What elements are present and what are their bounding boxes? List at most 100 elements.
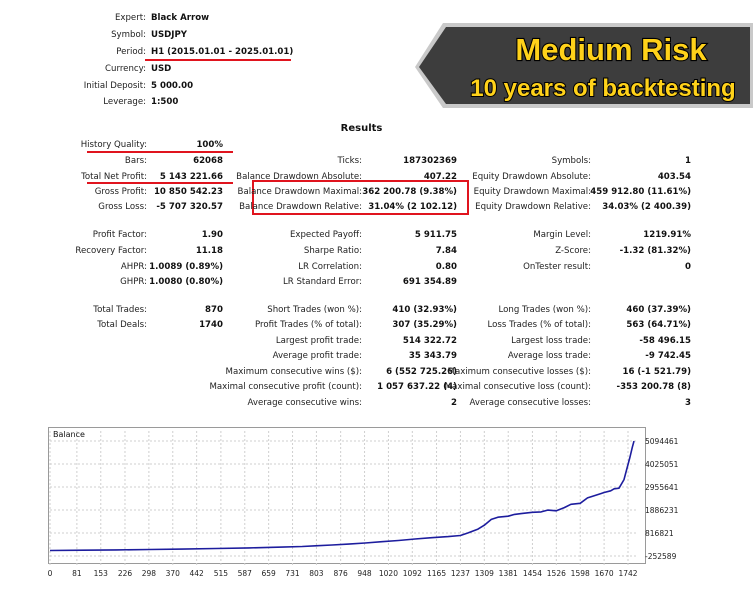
z-score-label: Z-Score:	[555, 246, 591, 256]
symbol-value: USDJPY	[151, 30, 188, 40]
x-tick-label: 515	[214, 569, 229, 578]
equity-dd-maximal-value: 459 912.80 (11.61%)	[590, 187, 691, 197]
currency-value: USD	[151, 64, 172, 74]
balance-dd-absolute-value: 407.22	[423, 172, 457, 182]
y-tick-label: 1886231	[645, 506, 679, 515]
banner-line1: Medium Risk	[515, 32, 707, 67]
x-tick-label: 1526	[547, 569, 566, 578]
sharpe-ratio-label: Sharpe Ratio:	[303, 246, 362, 256]
deposit-label: Initial Deposit:	[83, 81, 146, 91]
recovery-factor-label: Recovery Factor:	[75, 246, 147, 256]
largest-profit-value: 514 322.72	[402, 336, 457, 346]
short-trades-value: 410 (32.93%)	[392, 305, 457, 315]
max-consecutive-losses-value: 16 (-1 521.79)	[622, 367, 691, 377]
margin-level-value: 1219.91%	[643, 230, 691, 240]
symbols-value: 1	[685, 156, 691, 166]
total-trades-label: Total Trades:	[93, 305, 147, 315]
balance-dd-relative-label: Balance Drawdown Relative:	[239, 202, 362, 212]
y-tick-label: 816821	[645, 529, 674, 538]
x-tick-label: 1598	[571, 569, 590, 578]
margin-level-label: Margin Level:	[533, 230, 591, 240]
x-tick-label: 442	[189, 569, 204, 578]
x-tick-label: 153	[94, 569, 109, 578]
x-tick-label: 0	[48, 569, 53, 578]
profit-trades-value: 307 (35.29%)	[392, 320, 457, 330]
leverage-value: 1:500	[151, 97, 179, 107]
ticks-label: Ticks:	[337, 156, 362, 166]
average-consecutive-wins-label: Average consecutive wins:	[247, 398, 362, 408]
average-loss-label: Average loss trade:	[507, 351, 591, 361]
x-tick-label: 1670	[595, 569, 614, 578]
expected-payoff-label: Expected Payoff:	[289, 230, 362, 240]
balance-dd-maximal-value: 362 200.78 (9.38%)	[362, 187, 457, 197]
x-tick-label: 1020	[379, 569, 398, 578]
average-loss-value: -9 742.45	[645, 351, 691, 361]
ontester-label: OnTester result:	[523, 262, 591, 272]
balance-dd-relative-value: 31.04% (2 102.12)	[368, 202, 457, 212]
period-label: Period:	[116, 47, 146, 57]
ontester-value: 0	[685, 262, 691, 272]
max-consecutive-losses-label: Maximum consecutive losses ($):	[447, 367, 591, 377]
x-tick-label: 1454	[523, 569, 542, 578]
x-tick-label: 948	[357, 569, 372, 578]
x-tick-label: 1165	[427, 569, 446, 578]
profit-factor-label: Profit Factor:	[92, 230, 147, 240]
average-consecutive-losses-label: Average consecutive losses:	[469, 398, 591, 408]
y-tick-label: 4025051	[645, 460, 679, 469]
medium-risk-banner: Medium Risk 10 years of backtesting	[415, 23, 753, 108]
balance-dd-maximal-label: Balance Drawdown Maximal:	[237, 187, 362, 197]
average-profit-label: Average profit trade:	[272, 351, 362, 361]
largest-loss-value: -58 496.15	[639, 336, 691, 346]
maximal-consecutive-loss-value: -353 200.78 (8)	[616, 382, 692, 392]
history-quality-value: 100%	[196, 140, 223, 150]
ghpr-value: 1.0080 (0.80%)	[149, 277, 223, 287]
total-deals-value: 1740	[199, 320, 223, 330]
x-tick-label: 1237	[451, 569, 470, 578]
x-tick-label: 298	[142, 569, 157, 578]
history-quality-label: History Quality:	[80, 140, 147, 150]
net-profit-value: 5 143 221.66	[159, 172, 223, 182]
currency-label: Currency:	[105, 64, 146, 74]
gross-profit-label: Gross Profit:	[94, 187, 147, 197]
long-trades-value: 460 (37.39%)	[626, 305, 691, 315]
ghpr-label: GHPR:	[120, 277, 147, 287]
loss-trades-label: Loss Trades (% of total):	[487, 320, 591, 330]
x-tick-label: 1381	[499, 569, 518, 578]
recovery-factor-value: 11.18	[195, 246, 223, 256]
profit-factor-value: 1.90	[201, 230, 223, 240]
balance-series-line	[49, 440, 635, 552]
expected-payoff-value: 5 911.75	[414, 230, 457, 240]
lr-std-error-value: 691 354.89	[402, 277, 457, 287]
long-trades-label: Long Trades (won %):	[498, 305, 592, 315]
period-underline	[145, 59, 291, 61]
y-tick-label: 5094461	[645, 437, 679, 446]
max-consecutive-wins-label: Maximum consecutive wins ($):	[225, 367, 362, 377]
x-tick-label: 803	[309, 569, 324, 578]
equity-dd-maximal-label: Equity Drawdown Maximal:	[473, 187, 591, 197]
net-profit-label: Total Net Profit:	[81, 172, 147, 182]
loss-trades-value: 563 (64.71%)	[626, 320, 691, 330]
x-tick-label: 587	[238, 569, 253, 578]
maximal-consecutive-profit-label: Maximal consecutive profit (count):	[209, 382, 362, 392]
x-tick-label: 1309	[475, 569, 494, 578]
average-consecutive-wins-value: 2	[451, 398, 457, 408]
average-profit-value: 35 343.79	[408, 351, 457, 361]
lr-correlation-label: LR Correlation:	[298, 262, 362, 272]
max-consecutive-wins-value: 6 (552 725.26)	[386, 367, 457, 377]
leverage-label: Leverage:	[103, 97, 146, 107]
z-score-value: -1.32 (81.32%)	[619, 246, 691, 256]
ticks-value: 187302369	[403, 156, 457, 166]
largest-loss-label: Largest loss trade:	[511, 336, 591, 346]
maximal-consecutive-loss-label: Maximal consecutive loss (count):	[444, 382, 591, 392]
equity-dd-relative-label: Equity Drawdown Relative:	[475, 202, 591, 212]
bars-value: 62068	[193, 156, 223, 166]
balance-drawdown-highlight-box	[252, 180, 469, 215]
profit-trades-label: Profit Trades (% of total):	[254, 320, 362, 330]
x-tick-label: 659	[261, 569, 276, 578]
balance-chart-frame	[48, 427, 646, 564]
symbol-label: Symbol:	[111, 30, 146, 40]
y-tick-label: -252589	[645, 552, 677, 561]
gross-profit-value: 10 850 542.23	[153, 187, 223, 197]
lr-std-error-label: LR Standard Error:	[282, 277, 362, 287]
equity-dd-absolute-label: Equity Drawdown Absolute:	[472, 172, 591, 182]
